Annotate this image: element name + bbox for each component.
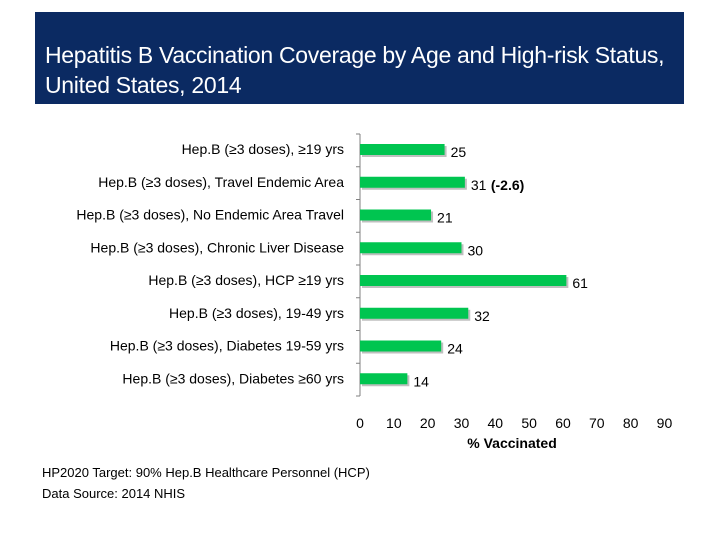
- x-tick-label: 20: [420, 415, 436, 431]
- bar: [360, 242, 462, 254]
- x-tick-label: 70: [589, 415, 605, 431]
- x-tick-label: 0: [356, 415, 364, 431]
- bar: [360, 275, 567, 286]
- category-label: Hep.B (≥3 doses), 19-49 yrs: [169, 305, 344, 321]
- data-label: 30: [467, 242, 483, 258]
- source-note: Data Source: 2014 NHIS: [42, 486, 186, 501]
- bar: [360, 144, 445, 155]
- category-label: Hep.B (≥3 doses), ≥19 yrs: [182, 141, 344, 157]
- target-note: HP2020 Target: 90% Hep.B Healthcare Pers…: [42, 465, 370, 480]
- bar: [360, 307, 469, 319]
- x-axis-title: % Vaccinated: [467, 435, 557, 451]
- data-label: 25: [451, 144, 467, 160]
- x-tick-label: 90: [657, 415, 673, 431]
- chart-title: Hepatitis B Vaccination Coverage by Age …: [45, 42, 665, 98]
- title-banner: Hepatitis B Vaccination Coverage by Age …: [35, 12, 684, 104]
- category-label: Hep.B (≥3 doses), Diabetes ≥60 yrs: [122, 370, 344, 386]
- data-label: 24: [447, 341, 463, 357]
- bar: [360, 209, 432, 221]
- x-tick-label: 10: [386, 415, 402, 431]
- data-label: 21: [437, 210, 453, 226]
- x-tick-label: 30: [454, 415, 470, 431]
- x-tick-label: 40: [488, 415, 504, 431]
- footer-notes: HP2020 Target: 90% Hep.B Healthcare Pers…: [42, 462, 370, 504]
- data-label: 32: [474, 308, 490, 324]
- category-label: Hep.B (≥3 doses), Diabetes 19-59 yrs: [110, 338, 344, 354]
- bar: [360, 340, 442, 352]
- category-label: Hep.B (≥3 doses), No Endemic Area Travel: [76, 207, 344, 223]
- bar: [360, 176, 465, 188]
- category-label: Hep.B (≥3 doses), HCP ≥19 yrs: [148, 272, 344, 288]
- bar: [360, 373, 408, 385]
- category-label: Hep.B (≥3 doses), Chronic Liver Disease: [90, 239, 344, 255]
- data-annotation: (-2.6): [491, 177, 524, 193]
- data-label: 61: [572, 275, 588, 291]
- x-tick-label: 80: [623, 415, 639, 431]
- x-tick-label: 50: [521, 415, 537, 431]
- data-label: 31: [471, 177, 487, 193]
- x-tick-label: 60: [555, 415, 571, 431]
- data-label: 14: [413, 373, 429, 389]
- category-label: Hep.B (≥3 doses), Travel Endemic Area: [98, 174, 344, 190]
